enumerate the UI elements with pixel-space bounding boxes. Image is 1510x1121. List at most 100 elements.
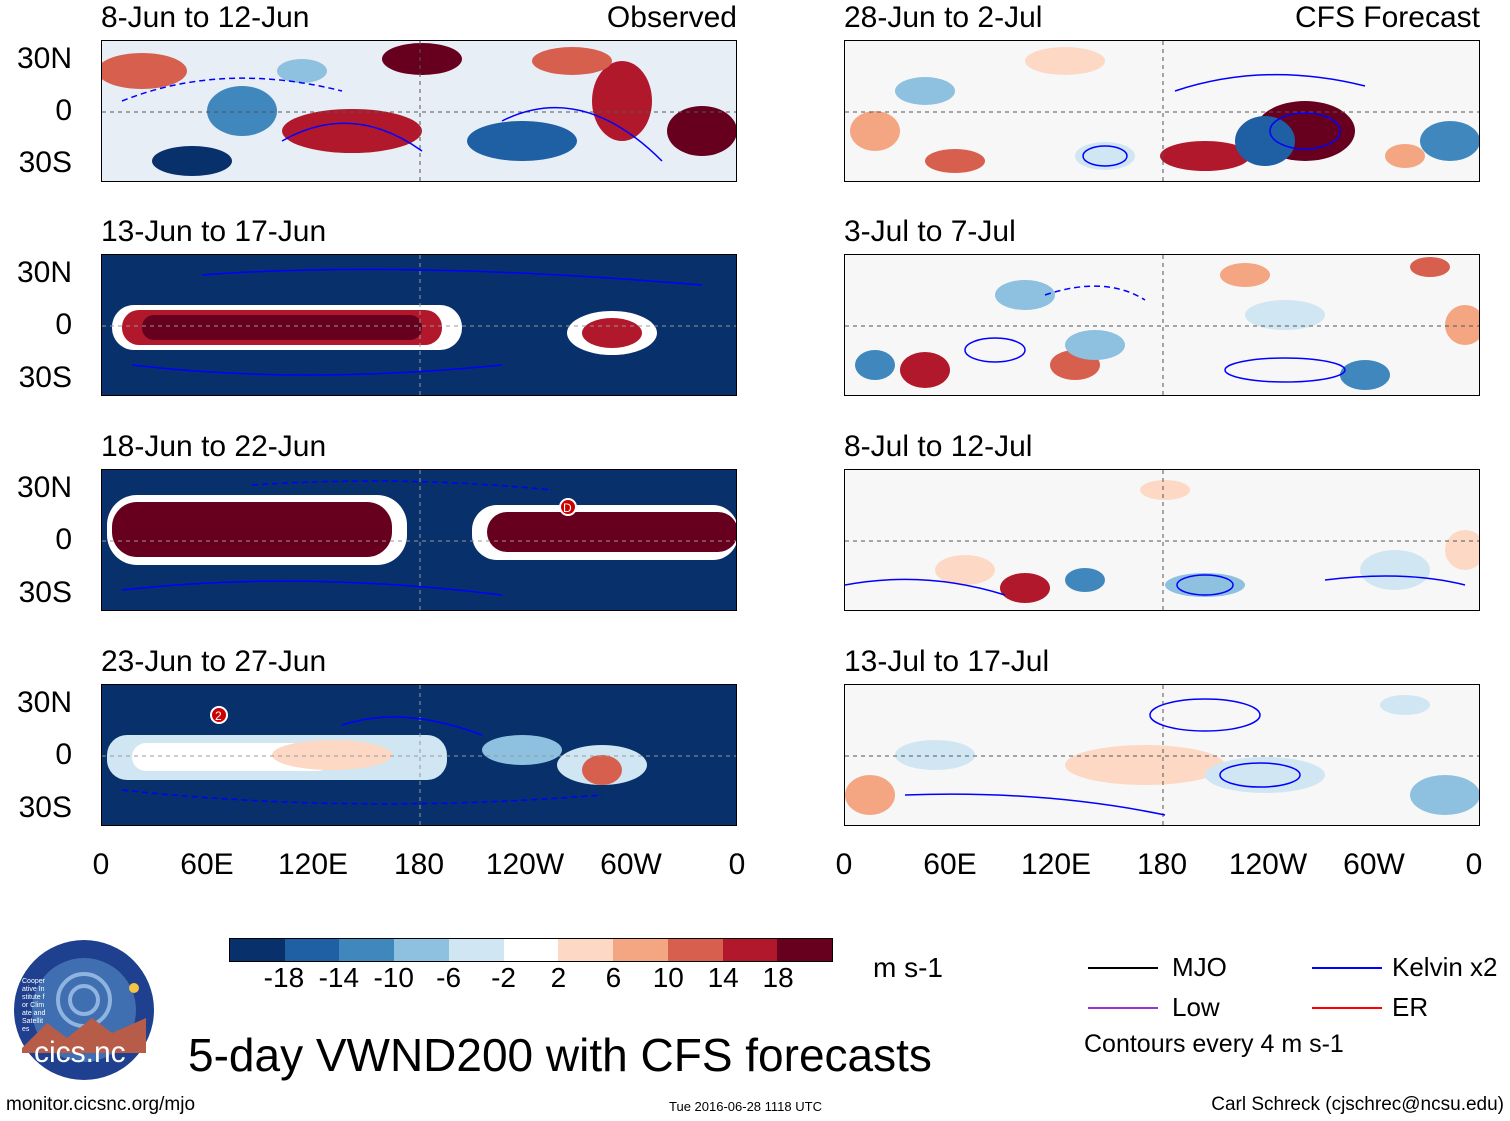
wind-anomaly-field [845, 255, 1479, 395]
lat-label: 0 [55, 94, 72, 127]
colorbar-swatch [394, 939, 449, 961]
lon-label: 60W [1343, 848, 1405, 881]
panel-forecast-2: 3-Jul to 7-Jul [844, 215, 1480, 396]
lon-label: 0 [728, 848, 746, 881]
lon-label: 120W [1228, 848, 1308, 881]
map-field [101, 40, 737, 182]
lon-label: 60E [923, 848, 977, 881]
logo-ring-text: Cooperative Institute for Climate and Sa… [22, 978, 46, 1033]
panel-observed-1: 8-Jun to 12-Jun Observed [101, 1, 737, 182]
lat-label: 30N [16, 471, 72, 504]
panel-observed-3: 18-Jun to 22-Jun D [101, 430, 737, 611]
wind-anomaly-field [845, 41, 1479, 181]
colorbar-swatch [230, 939, 285, 961]
lat-label: 30S [18, 146, 72, 179]
colorbar-tick: 2 [550, 962, 567, 993]
lat-label: 30S [18, 361, 72, 394]
legend-line-low [1088, 1007, 1158, 1009]
colorbar-tick: 6 [605, 962, 622, 993]
period-label: 28-Jun to 2-Jul [844, 1, 1043, 34]
colorbar-swatch [558, 939, 614, 961]
lon-label: 0 [835, 848, 853, 881]
colorbar-tick: -10 [373, 962, 414, 993]
period-label: 8-Jul to 12-Jul [844, 430, 1033, 463]
figure-title: 5-day VWND200 with CFS forecasts [188, 1029, 932, 1081]
wind-anomaly-field [102, 41, 736, 181]
period-label: 3-Jul to 7-Jul [844, 215, 1016, 248]
legend-line-er [1312, 1007, 1382, 1009]
period-label: 23-Jun to 27-Jun [101, 645, 327, 678]
lon-label: 60W [600, 848, 662, 881]
footer-credit: Carl Schreck (cjschrec@ncsu.edu) [1211, 1094, 1504, 1115]
map-field [844, 254, 1480, 396]
lon-label: 180 [1136, 848, 1188, 881]
colorbar-swatch [503, 939, 559, 961]
colorbar-tick: -14 [318, 962, 360, 993]
lat-label: 30N [16, 42, 72, 75]
lat-label: 30S [18, 576, 72, 609]
colorbar-swatch [613, 939, 668, 961]
colorbar-units: m s-1 [873, 952, 943, 983]
period-label: 18-Jun to 22-Jun [101, 430, 327, 463]
map-field: D [101, 469, 737, 611]
wind-anomaly-field [845, 470, 1479, 610]
wind-anomaly-field [845, 685, 1479, 825]
map-field: 2 [101, 684, 737, 826]
colorbar-tick: -2 [491, 962, 516, 993]
map-field [844, 469, 1480, 611]
colorbar-tick: 10 [652, 962, 684, 993]
period-label: 13-Jun to 17-Jun [101, 215, 327, 248]
colorbar-tick: -18 [263, 962, 305, 993]
tc-marker-label: 2 [215, 709, 222, 723]
colorbar-swatch [339, 939, 395, 961]
panel-forecast-4: 13-Jul to 17-Jul [844, 645, 1480, 826]
lon-label: 120E [1020, 848, 1092, 881]
lon-label: 180 [393, 848, 445, 881]
panel-type-label: CFS Forecast [1294, 1, 1480, 34]
footer-timestamp: Tue 2016-06-28 1118 UTC [669, 1099, 822, 1114]
legend-line-mjo [1088, 967, 1158, 969]
legend-label-kelvin: Kelvin x2 [1392, 952, 1498, 982]
lat-label: 30N [16, 256, 72, 289]
legend-line-kelvin [1312, 967, 1382, 969]
tropical-cyclone-marker [210, 706, 228, 724]
lon-label: 60E [180, 848, 234, 881]
lat-label: 0 [55, 523, 72, 556]
wind-anomaly-field: 2 [102, 685, 736, 825]
wind-anomaly-field [102, 255, 736, 395]
period-label: 13-Jul to 17-Jul [844, 645, 1050, 678]
wind-anomaly-field: D [102, 470, 736, 610]
legend-label-mjo: MJO [1172, 952, 1227, 982]
lat-label: 0 [55, 738, 72, 771]
panel-observed-2: 13-Jun to 17-Jun [101, 215, 737, 396]
colorbar-swatch [284, 939, 340, 961]
legend-label-er: ER [1392, 992, 1429, 1022]
map-field [844, 684, 1480, 826]
colorbar [229, 938, 833, 962]
colorbar-tick: 18 [762, 962, 794, 993]
map-field [844, 40, 1480, 182]
period-label: 8-Jun to 12-Jun [101, 1, 310, 34]
lon-label: 0 [92, 848, 110, 881]
legend-label-low: Low [1172, 992, 1220, 1022]
colorbar-swatch [777, 939, 833, 961]
contour-note: Contours every 4 m s-1 [1084, 1030, 1344, 1058]
panel-forecast-3: 8-Jul to 12-Jul [844, 430, 1480, 611]
panel-observed-4: 23-Jun to 27-Jun 2 [101, 645, 737, 826]
footer-url[interactable]: monitor.cicsnc.org/mjo [6, 1094, 196, 1115]
lon-label: 120W [485, 848, 565, 881]
colorbar-swatch [448, 939, 504, 961]
colorbar-swatch [667, 939, 723, 961]
lat-label: 30N [16, 686, 72, 719]
lat-label: 0 [55, 308, 72, 341]
cicsnc-logo: Cooperative Institute for Climate and Sa… [12, 938, 156, 1082]
colorbar-tick: -6 [436, 962, 462, 993]
colorbar-swatch [722, 939, 778, 961]
logo-graphic [14, 940, 154, 1080]
colorbar-tick: 14 [707, 962, 739, 993]
lon-label: 120E [277, 848, 349, 881]
tropical-cyclone-marker [559, 498, 577, 516]
logo-text: cics.nc [34, 1036, 126, 1069]
map-field [101, 254, 737, 396]
panel-type-label: Observed [606, 1, 737, 34]
